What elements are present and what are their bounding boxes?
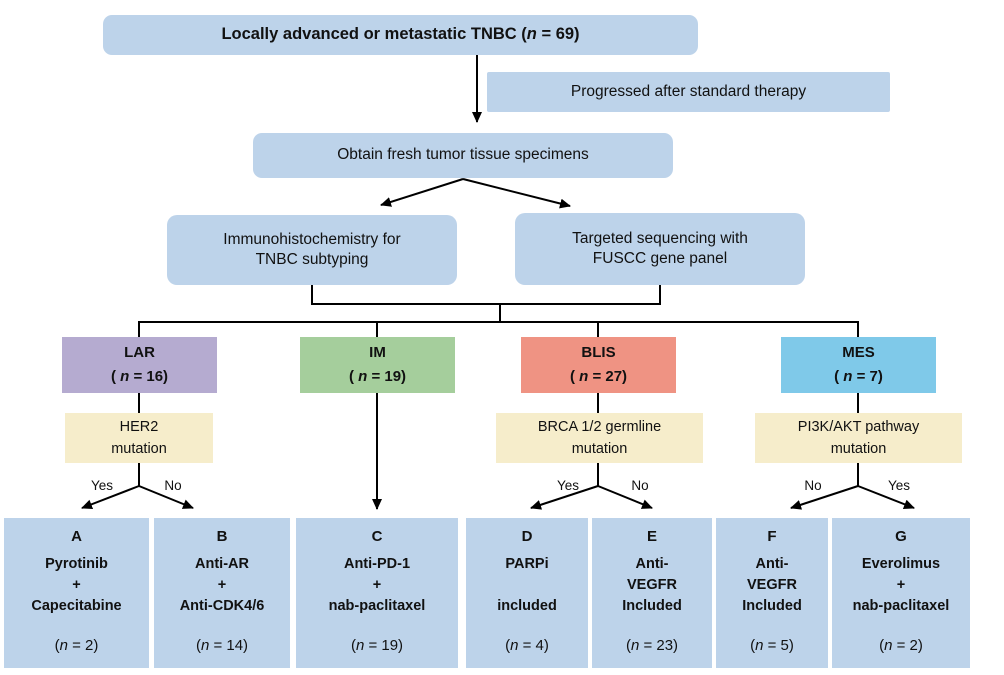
condition-line2: mutation [111, 441, 167, 457]
sequencing-line1: Targeted sequencing with [572, 229, 748, 247]
arm-treatment-line [468, 575, 586, 596]
arm-treatment-line: + [896, 577, 906, 593]
arm-count: (n = 23) [625, 637, 679, 654]
arm-treatment-line: Anti-PD-1 [343, 556, 411, 572]
arm-treatment-line: VEGFR [627, 577, 677, 593]
subtype-name: MES [842, 344, 875, 361]
condition-box-brca: BRCA 1/2 germline mutation [496, 413, 703, 463]
arm-letter: B [216, 528, 228, 545]
arm-treatment-line: Pyrotinib [45, 556, 108, 572]
arm-treatment-line: Everolimus [861, 556, 941, 572]
branch-label-pi3k-yes: Yes [887, 478, 911, 493]
arm-treatment-line: + [372, 577, 382, 593]
arm-box-f: F Anti- VEGFR Included (n = 5) [716, 518, 828, 668]
arm-treatment-line: nab-paclitaxel [328, 598, 426, 614]
arm-box-b: B Anti-AR + Anti-CDK4/6 (n = 14) [154, 518, 290, 668]
arm-treatment-line: Anti-AR [195, 556, 249, 572]
progression-note-box: Progressed after standard therapy [487, 72, 890, 112]
condition-line1: PI3K/AKT pathway [797, 419, 920, 435]
subtype-box-blis: BLIS ( n = 27) [521, 337, 676, 393]
subtype-count: ( n = 27) [569, 368, 628, 385]
arm-count: (n = 2) [54, 637, 99, 654]
subtype-box-im: IM ( n = 19) [300, 337, 455, 393]
specimen-box: Obtain fresh tumor tissue specimens [253, 133, 673, 178]
arm-letter: G [895, 528, 907, 545]
arm-box-a: A Pyrotinib + Capecitabine (n = 2) [4, 518, 149, 668]
arm-box-d: D PARPi included (n = 4) [466, 518, 588, 668]
subtype-count: ( n = 7) [834, 368, 883, 385]
condition-box-her2: HER2 mutation [65, 413, 213, 463]
arm-letter: E [646, 528, 657, 545]
arm-count: (n = 14) [195, 637, 249, 654]
enrollment-box: Locally advanced or metastatic TNBC (n =… [103, 15, 698, 55]
arm-letter: D [521, 528, 533, 545]
arm-treatment-line: nab-paclitaxel [852, 598, 950, 614]
arm-treatment-line: Included [622, 598, 682, 614]
arm-treatment-line: VEGFR [747, 577, 797, 593]
arm-treatment-line: + [72, 577, 81, 593]
subtype-name: LAR [124, 344, 155, 361]
arm-treatment-line: included [497, 598, 557, 614]
arm-treatment-line: Included [742, 598, 802, 614]
ihc-line1: Immunohistochemistry for [223, 230, 401, 248]
condition-box-pi3k: PI3K/AKT pathway mutation [755, 413, 962, 463]
branch-label-pi3k-no: No [804, 478, 822, 493]
specimen-label: Obtain fresh tumor tissue specimens [337, 146, 589, 164]
subtype-box-lar: LAR ( n = 16) [62, 337, 217, 393]
arm-box-e: E Anti- VEGFR Included (n = 23) [592, 518, 712, 668]
arm-treatment-line: Anti- [755, 556, 789, 572]
enrollment-label: Locally advanced or metastatic TNBC (n =… [221, 25, 580, 44]
subtype-box-mes: MES ( n = 7) [781, 337, 936, 393]
branch-label-brca-no: No [631, 478, 649, 493]
arm-count: (n = 4) [505, 637, 549, 654]
ihc-line2: TNBC subtyping [255, 251, 369, 268]
branch-label-her2-no: No [164, 478, 182, 493]
arm-treatment-line: Capecitabine [31, 598, 122, 614]
sequencing-line2: FUSCC gene panel [592, 250, 728, 267]
subtype-count: ( n = 16) [110, 368, 169, 385]
arm-letter: F [767, 528, 777, 545]
arm-box-c: C Anti-PD-1 + nab-paclitaxel (n = 19) [296, 518, 458, 668]
arm-treatment-line: + [217, 577, 227, 593]
ihc-box: Immunohistochemistry for TNBC subtyping [167, 215, 457, 285]
condition-line1: BRCA 1/2 germline [537, 419, 662, 435]
condition-line1: HER2 [119, 419, 159, 435]
arm-treatment-line: Anti-CDK4/6 [179, 598, 265, 614]
arm-treatment-line: PARPi [505, 556, 549, 572]
arm-box-g: G Everolimus + nab-paclitaxel (n = 2) [832, 518, 970, 668]
sequencing-box: Targeted sequencing with FUSCC gene pane… [515, 213, 805, 285]
arm-count: (n = 19) [350, 637, 404, 654]
branch-label-her2-yes: Yes [90, 478, 114, 493]
arm-count: (n = 5) [750, 637, 794, 654]
subtype-name: IM [369, 344, 386, 361]
arm-letter: A [71, 528, 82, 545]
subtype-name: BLIS [581, 344, 616, 361]
condition-line2: mutation [571, 441, 628, 457]
branch-label-brca-yes: Yes [556, 478, 580, 493]
progression-note-label: Progressed after standard therapy [570, 82, 807, 100]
arm-letter: C [371, 528, 383, 545]
arm-count: (n = 2) [879, 637, 923, 654]
arm-treatment-line: Anti- [635, 556, 669, 572]
condition-line2: mutation [830, 441, 887, 457]
subtype-count: ( n = 19) [348, 368, 407, 385]
